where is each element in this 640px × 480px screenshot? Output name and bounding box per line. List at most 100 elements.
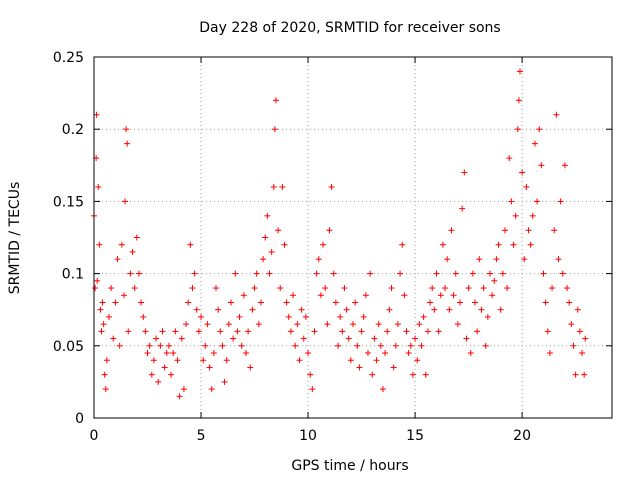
- data-point: [200, 357, 207, 364]
- data-point: [99, 299, 106, 306]
- x-axis-label: GPS time / hours: [291, 458, 408, 474]
- data-point: [335, 342, 342, 349]
- data-point: [553, 111, 560, 118]
- data-point: [138, 299, 145, 306]
- data-point: [549, 285, 556, 292]
- data-point: [251, 285, 258, 292]
- data-point: [379, 386, 386, 393]
- data-point: [122, 198, 129, 205]
- data-point: [129, 248, 136, 255]
- data-point: [465, 285, 472, 292]
- data-point: [435, 328, 442, 335]
- data-point: [279, 183, 286, 190]
- data-point: [337, 313, 344, 320]
- data-point: [576, 328, 583, 335]
- data-point: [272, 97, 279, 104]
- data-point: [215, 306, 222, 313]
- data-point: [92, 285, 99, 292]
- y-tick-label: 0.05: [53, 339, 84, 355]
- data-point: [311, 328, 318, 335]
- data-point: [469, 270, 476, 277]
- data-point: [270, 183, 277, 190]
- data-point: [412, 335, 419, 342]
- data-point: [582, 335, 589, 342]
- data-point: [397, 270, 404, 277]
- data-point: [360, 313, 367, 320]
- data-point: [118, 241, 125, 248]
- data-point: [298, 306, 305, 313]
- data-point: [146, 342, 153, 349]
- data-point: [409, 371, 416, 378]
- data-point: [180, 386, 187, 393]
- data-point: [277, 285, 284, 292]
- data-point: [523, 183, 530, 190]
- data-point: [341, 285, 348, 292]
- data-point: [144, 350, 151, 357]
- data-point: [512, 212, 519, 219]
- data-point: [275, 227, 282, 234]
- x-tick-label: 5: [197, 428, 206, 444]
- data-point: [142, 328, 149, 335]
- data-point: [399, 241, 406, 248]
- data-point: [116, 342, 123, 349]
- data-point: [330, 270, 337, 277]
- data-point: [525, 227, 532, 234]
- data-point: [493, 256, 500, 263]
- data-point: [178, 335, 185, 342]
- data-point: [538, 162, 545, 169]
- data-point: [452, 270, 459, 277]
- x-tick-label: 10: [299, 428, 317, 444]
- data-point: [193, 306, 200, 313]
- data-point: [262, 234, 269, 241]
- data-point: [450, 292, 457, 299]
- data-point: [217, 328, 224, 335]
- y-tick-label: 0: [75, 411, 84, 427]
- data-point: [568, 321, 575, 328]
- data-point: [93, 111, 100, 118]
- data-point: [165, 342, 172, 349]
- data-point: [405, 350, 412, 357]
- chart-title: Day 228 of 2020, SRMTID for receiver son…: [199, 20, 500, 36]
- data-point: [172, 328, 179, 335]
- data-point: [495, 241, 502, 248]
- data-point: [499, 270, 506, 277]
- data-point: [225, 321, 232, 328]
- data-point: [302, 313, 309, 320]
- data-point: [442, 285, 449, 292]
- x-tick-label: 15: [406, 428, 424, 444]
- data-point: [570, 342, 577, 349]
- data-point: [230, 335, 237, 342]
- data-point: [352, 299, 359, 306]
- data-point: [124, 140, 131, 147]
- data-point: [313, 270, 320, 277]
- data-point: [103, 357, 110, 364]
- data-point: [221, 378, 228, 385]
- data-point: [315, 256, 322, 263]
- data-point: [253, 270, 260, 277]
- tick-labels: 0 5 10 15 20 0 0.05 0.1 0.15 0.2 0.25: [53, 50, 531, 444]
- data-point: [223, 357, 230, 364]
- data-point: [187, 241, 194, 248]
- data-point: [356, 364, 363, 371]
- data-point: [559, 270, 566, 277]
- data-point: [566, 299, 573, 306]
- data-point: [183, 321, 190, 328]
- data-point: [148, 371, 155, 378]
- data-point: [328, 183, 335, 190]
- x-tick-label: 0: [90, 428, 99, 444]
- data-point: [219, 342, 226, 349]
- data-point: [131, 285, 138, 292]
- data-point: [135, 270, 142, 277]
- data-point: [555, 256, 562, 263]
- data-point: [102, 386, 109, 393]
- data-point: [347, 357, 354, 364]
- data-point: [454, 321, 461, 328]
- data-point: [476, 256, 483, 263]
- y-axis-label: SRMTID / TECUs: [7, 182, 23, 295]
- data-point: [204, 321, 211, 328]
- data-point: [271, 126, 278, 133]
- data-point: [358, 328, 365, 335]
- data-point: [551, 227, 558, 234]
- data-point: [257, 299, 264, 306]
